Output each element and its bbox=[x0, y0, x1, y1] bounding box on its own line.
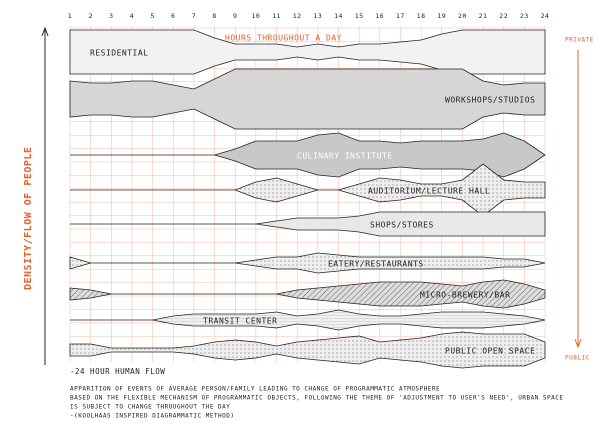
hour-label: 5 bbox=[150, 12, 154, 20]
hour-label: 14 bbox=[334, 12, 343, 20]
axis-label: DENSITY/FLOW OF PEOPLE bbox=[23, 147, 34, 290]
flow-shape bbox=[70, 309, 546, 331]
program-label: RESIDENTIAL bbox=[90, 49, 148, 58]
flow-shape bbox=[70, 211, 546, 237]
hour-label: 6 bbox=[171, 12, 175, 20]
program-label: PUBLIC OPEN SPACE bbox=[445, 347, 535, 356]
hour-label: 10 bbox=[251, 12, 260, 20]
hour-label: 23 bbox=[520, 12, 529, 20]
hour-label: 2 bbox=[88, 12, 92, 20]
arrow-head bbox=[574, 338, 582, 349]
program-label: AUDITORIUM/LECTURE HALL bbox=[368, 187, 490, 196]
hour-label: 19 bbox=[437, 12, 446, 20]
hour-label: 3 bbox=[109, 12, 113, 20]
hour-label: 18 bbox=[417, 12, 426, 20]
subtitle: -24 HOUR HUMAN FLOW bbox=[70, 367, 165, 376]
program-label: CULINARY INSTITUTE bbox=[297, 152, 393, 161]
flow-shape bbox=[70, 163, 546, 217]
hour-label: 1 bbox=[68, 12, 72, 20]
program-label: TRANSIT CENTER bbox=[203, 317, 277, 326]
hour-label: 13 bbox=[313, 12, 322, 20]
hour-label: 12 bbox=[293, 12, 302, 20]
hour-label: 9 bbox=[233, 12, 237, 20]
caption: BASED ON THE FLEXIBLE MECHANISM OF PROGR… bbox=[70, 395, 563, 402]
hour-label: 24 bbox=[541, 12, 550, 20]
flow-shape bbox=[69, 279, 546, 309]
flow-shape bbox=[69, 252, 546, 274]
private-label: PRIVATE bbox=[565, 37, 594, 44]
program-label: WORKSHOPS/STUDIOS bbox=[445, 96, 535, 105]
hour-label: 4 bbox=[130, 12, 134, 20]
program-label: EATERY/RESTAURANTS bbox=[328, 260, 424, 269]
caption: APPARITION OF EVENTS OF AVERAGE PERSON/F… bbox=[70, 386, 440, 393]
hour-label: 8 bbox=[212, 12, 216, 20]
public-label: PUBLIC bbox=[565, 355, 590, 362]
program-label: MICRO-BREWERY/BAR bbox=[420, 291, 510, 300]
hour-label: 22 bbox=[499, 12, 508, 20]
hour-label: 20 bbox=[458, 12, 467, 20]
program-label: SHOPS/STORES bbox=[370, 221, 434, 230]
hour-label: 21 bbox=[479, 12, 488, 20]
flow-shape bbox=[69, 68, 546, 130]
flow-shape bbox=[69, 29, 546, 75]
hour-label: 16 bbox=[375, 12, 384, 20]
hour-label: 15 bbox=[355, 12, 364, 20]
hour-label: 7 bbox=[192, 12, 196, 20]
caption: -(KOOLHAAS INSPIRED DIAGRAMMATIC METHOD) bbox=[70, 413, 235, 420]
hour-label: 17 bbox=[396, 12, 405, 20]
flow-shape bbox=[69, 331, 546, 369]
flow-shape bbox=[70, 132, 546, 178]
title: HOURS THROUGHOUT A DAY bbox=[225, 34, 342, 43]
caption: IS SUBJECT TO CHANGE THROUGHOUT THE DAY bbox=[70, 404, 230, 411]
arrow-head bbox=[41, 26, 49, 37]
hour-label: 11 bbox=[272, 12, 281, 20]
